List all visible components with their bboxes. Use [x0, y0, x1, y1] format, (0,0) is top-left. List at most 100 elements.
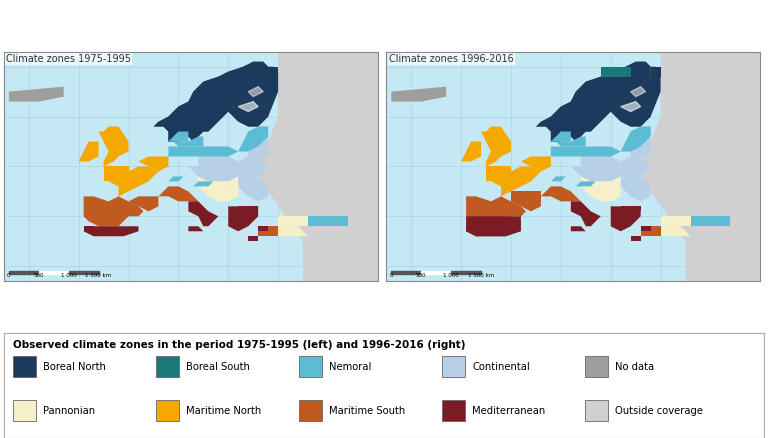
- Polygon shape: [78, 141, 98, 162]
- Polygon shape: [168, 146, 238, 156]
- Bar: [156, 356, 179, 377]
- Polygon shape: [660, 216, 700, 226]
- Polygon shape: [84, 226, 94, 231]
- Text: Mediterranean: Mediterranean: [472, 406, 545, 416]
- Polygon shape: [138, 156, 168, 171]
- Text: Climate zones 1996-2016: Climate zones 1996-2016: [389, 54, 514, 64]
- Polygon shape: [308, 216, 348, 226]
- Text: 1 000: 1 000: [61, 273, 77, 278]
- Polygon shape: [108, 166, 158, 196]
- Polygon shape: [461, 141, 481, 162]
- Polygon shape: [636, 52, 760, 281]
- Polygon shape: [571, 156, 621, 181]
- Bar: [584, 356, 607, 377]
- Polygon shape: [641, 226, 650, 231]
- Polygon shape: [278, 216, 318, 226]
- Text: 500: 500: [416, 273, 426, 278]
- Polygon shape: [571, 226, 586, 231]
- Polygon shape: [188, 156, 238, 181]
- Text: 1 500 km: 1 500 km: [85, 273, 111, 278]
- Polygon shape: [650, 67, 660, 77]
- Polygon shape: [268, 67, 278, 77]
- Polygon shape: [308, 231, 378, 281]
- Polygon shape: [391, 87, 446, 102]
- Polygon shape: [621, 177, 650, 201]
- Text: Pannonian: Pannonian: [43, 406, 95, 416]
- Polygon shape: [168, 131, 188, 141]
- Polygon shape: [511, 196, 541, 211]
- Polygon shape: [98, 127, 128, 166]
- Polygon shape: [154, 62, 268, 141]
- Polygon shape: [168, 137, 204, 146]
- Polygon shape: [611, 206, 641, 231]
- Polygon shape: [253, 52, 378, 281]
- Bar: [13, 356, 36, 377]
- Polygon shape: [8, 271, 38, 274]
- Polygon shape: [188, 226, 204, 231]
- Polygon shape: [228, 67, 278, 127]
- Polygon shape: [248, 87, 263, 97]
- Polygon shape: [551, 131, 571, 141]
- Text: Climate zones 1975-1995: Climate zones 1975-1995: [6, 54, 131, 64]
- Polygon shape: [581, 127, 650, 166]
- Polygon shape: [238, 177, 268, 201]
- Polygon shape: [168, 177, 184, 181]
- Polygon shape: [481, 127, 511, 166]
- Polygon shape: [551, 177, 566, 181]
- Polygon shape: [391, 271, 421, 274]
- Polygon shape: [154, 62, 268, 141]
- Polygon shape: [611, 67, 660, 127]
- Polygon shape: [228, 127, 268, 152]
- Polygon shape: [581, 177, 621, 201]
- Text: Observed climate zones in the period 1975-1995 (left) and 1996-2016 (right): Observed climate zones in the period 197…: [13, 340, 465, 350]
- Polygon shape: [451, 271, 481, 274]
- Polygon shape: [466, 216, 521, 236]
- Text: Boreal South: Boreal South: [187, 361, 250, 371]
- Polygon shape: [258, 226, 268, 231]
- Text: Maritime North: Maritime North: [187, 406, 262, 416]
- Polygon shape: [690, 216, 730, 226]
- Polygon shape: [158, 187, 198, 201]
- Polygon shape: [84, 196, 144, 226]
- Polygon shape: [591, 177, 621, 191]
- Polygon shape: [631, 137, 650, 156]
- Polygon shape: [690, 231, 760, 281]
- Text: Nemoral: Nemoral: [329, 361, 372, 371]
- Bar: [13, 400, 36, 421]
- Polygon shape: [571, 201, 601, 226]
- Text: Outside coverage: Outside coverage: [615, 406, 703, 416]
- Polygon shape: [466, 226, 476, 231]
- Polygon shape: [208, 177, 238, 191]
- Polygon shape: [84, 226, 138, 236]
- Polygon shape: [466, 196, 526, 226]
- Polygon shape: [194, 181, 214, 187]
- Bar: [584, 400, 607, 421]
- Polygon shape: [601, 67, 631, 77]
- Polygon shape: [128, 196, 158, 211]
- Polygon shape: [421, 271, 451, 274]
- Polygon shape: [541, 187, 581, 201]
- Polygon shape: [611, 127, 650, 152]
- Polygon shape: [238, 102, 258, 112]
- Polygon shape: [248, 137, 268, 156]
- Text: Boreal North: Boreal North: [43, 361, 106, 371]
- Polygon shape: [8, 87, 64, 102]
- Text: No data: No data: [615, 361, 654, 371]
- Text: 0: 0: [389, 273, 393, 278]
- Text: Maritime South: Maritime South: [329, 406, 406, 416]
- Polygon shape: [268, 226, 308, 236]
- Polygon shape: [68, 271, 98, 274]
- Polygon shape: [38, 271, 68, 274]
- Text: 1 000: 1 000: [443, 273, 459, 278]
- Polygon shape: [551, 146, 621, 156]
- Bar: [156, 400, 179, 421]
- Polygon shape: [486, 166, 511, 181]
- Bar: [299, 356, 322, 377]
- Polygon shape: [621, 156, 650, 177]
- Polygon shape: [198, 177, 238, 201]
- Text: 0: 0: [7, 273, 11, 278]
- Polygon shape: [536, 62, 650, 141]
- Polygon shape: [466, 226, 521, 236]
- Polygon shape: [650, 226, 690, 236]
- Polygon shape: [491, 166, 541, 196]
